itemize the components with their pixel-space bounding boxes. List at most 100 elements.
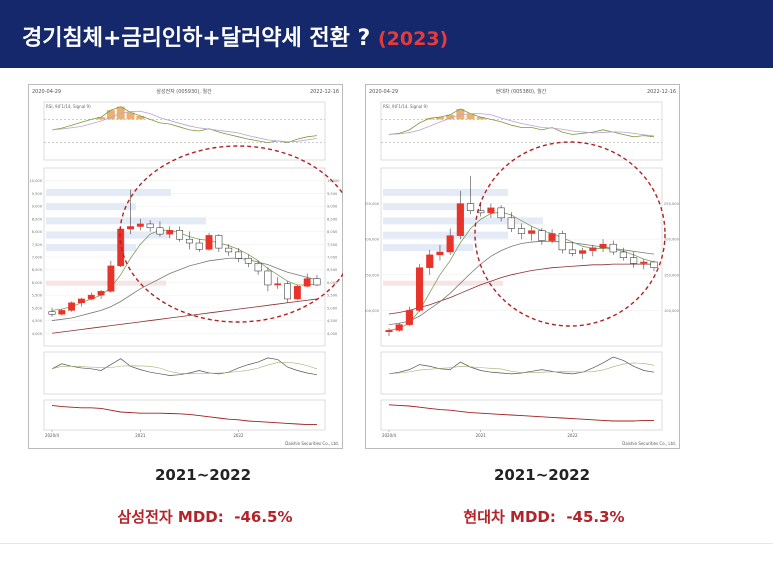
price-tick-right: 8,000	[327, 230, 338, 234]
candle	[225, 247, 233, 253]
price-tick-left: 9,000	[32, 205, 43, 209]
price-volume-band	[46, 231, 171, 239]
candle	[78, 298, 85, 304]
hyundai-chart-panel: 2020-04-29 현대차 (005380), 월간 2022-12-16 RSI,…	[365, 84, 680, 449]
samsung-monthly-chart: 2020-04-29 삼성전자 (005930), 월간 2022-12-16 RSI…	[28, 84, 343, 449]
ma-slow-line	[388, 263, 654, 315]
price-volume-band	[46, 217, 206, 225]
candle	[589, 247, 597, 251]
chart-title: 삼성전자 (005930), 월간	[156, 88, 212, 95]
x-tick-label: 2022	[233, 433, 244, 438]
samsung-mdd-label: 삼성전자 MDD:	[117, 508, 224, 526]
candle	[176, 230, 184, 240]
candle	[650, 261, 658, 268]
candle	[97, 291, 105, 296]
samsung-mdd-value: -46.5%	[234, 508, 293, 526]
rsi-overbought-fill	[456, 108, 465, 120]
rsi-overbought-fill	[446, 114, 455, 120]
candle	[235, 251, 242, 259]
price-tick-right: 5,000	[327, 306, 338, 310]
price-tick-left: 7,000	[32, 256, 43, 260]
candle	[579, 250, 587, 254]
candle	[87, 294, 95, 300]
samsung-mdd: 삼성전자 MDD: -46.5%	[45, 506, 365, 527]
price-tick-left: 4,000	[32, 332, 43, 336]
price-tick-right: 150,000	[664, 273, 680, 277]
candle	[466, 203, 475, 211]
price-tick-left: 8,500	[32, 217, 43, 221]
price-tick-right: 6,500	[327, 268, 338, 272]
price-volume-band	[46, 188, 171, 196]
price-volume-band	[46, 244, 136, 252]
price-tick-left: 10,000	[29, 179, 42, 183]
candle	[156, 227, 164, 235]
candle	[146, 223, 154, 229]
rsi-legend: RSI, 9(F1/14, Signal 9)	[383, 104, 428, 109]
hyundai-mdd-label: 현대차 MDD:	[463, 508, 556, 526]
candle	[107, 265, 115, 292]
candle	[528, 230, 536, 234]
candle	[284, 283, 291, 300]
price-tick-right: 9,000	[327, 205, 338, 209]
footer-divider	[0, 543, 773, 544]
rsi-overbought-fill	[425, 118, 434, 120]
candle	[136, 223, 144, 227]
candle	[195, 242, 203, 250]
candle	[548, 233, 556, 241]
candle	[558, 233, 566, 251]
volume-line	[51, 357, 318, 376]
rsi-line	[51, 106, 318, 144]
candle	[254, 263, 262, 272]
chart-date-end: 2022-12-16	[647, 89, 676, 95]
price-tick-left: 6,000	[32, 281, 43, 285]
candle	[264, 270, 272, 286]
candle	[497, 207, 505, 219]
price-volume-band	[383, 188, 508, 196]
rsi-overbought-fill	[106, 110, 115, 120]
candle	[568, 249, 577, 254]
slide-title-year: (2023)	[377, 28, 449, 50]
candle	[599, 243, 607, 248]
chart-frame	[365, 84, 680, 449]
candle	[205, 235, 213, 250]
highlight-circle	[119, 145, 343, 323]
candle	[48, 311, 56, 315]
price-tick-left: 250,000	[365, 202, 380, 206]
price-tick-left: 7,500	[32, 243, 43, 247]
volume-signal-line	[388, 362, 655, 375]
price-tick-left: 5,500	[32, 294, 43, 298]
chart-date-start: 2020-04-29	[369, 89, 398, 95]
highlight-circle	[474, 141, 666, 327]
candle	[507, 217, 515, 229]
candle	[640, 261, 648, 264]
title-bar: 경기침체+금리인하+달러약세 전환 ? (2023)	[0, 0, 773, 68]
ma-long-line	[51, 257, 318, 321]
rsi-overbought-fill	[466, 113, 475, 120]
price-tick-left: 8,000	[32, 230, 43, 234]
rsi-legend: RSI, 9(F1/14, Signal 9)	[46, 104, 91, 109]
price-tick-right: 6,000	[327, 281, 338, 285]
rsi-signal-line	[388, 113, 655, 137]
candle	[405, 310, 413, 325]
price-volume-band-red	[383, 280, 503, 286]
candle	[538, 230, 546, 241]
rsi-line	[388, 108, 655, 138]
candle	[619, 251, 627, 258]
candle	[293, 285, 301, 300]
price-tick-right: 8,500	[327, 217, 338, 221]
price-tick-right: 4,500	[327, 319, 338, 323]
price-volume-band	[383, 244, 473, 252]
price-tick-left: 6,500	[32, 268, 43, 272]
candle	[630, 257, 638, 264]
samsung-period-label: 2021~2022	[154, 466, 252, 484]
lower-indicator-line	[51, 404, 317, 426]
slide-title-main: 경기침체+금리인하+달러약세 전환 ?	[22, 26, 371, 51]
lower-panel	[380, 399, 663, 431]
candle	[416, 267, 424, 311]
rsi-overbought-fill	[97, 117, 106, 120]
lower-panel	[43, 399, 326, 431]
chart-frame	[28, 84, 343, 449]
candle	[185, 238, 193, 244]
rsi-signal-line	[51, 110, 318, 143]
ma-slow-line	[51, 298, 318, 334]
